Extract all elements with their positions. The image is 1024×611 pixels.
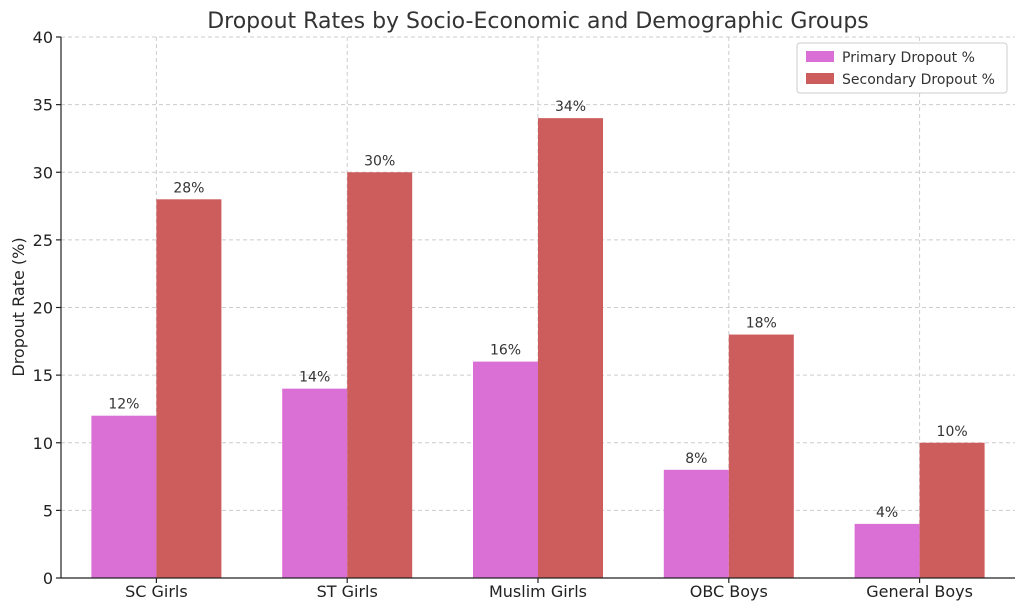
y-tick-label: 25: [33, 231, 53, 250]
bar-secondary: [538, 118, 603, 579]
data-label: 30%: [364, 153, 395, 169]
x-tick-label: Muslim Girls: [489, 582, 587, 601]
x-tick-label: ST Girls: [317, 582, 378, 601]
data-labels-layer: 12% 14% 16% 8% 4% 28% 30% 34% 18% 10%: [108, 99, 967, 521]
data-label: 8%: [685, 451, 707, 467]
bar-primary: [282, 388, 348, 578]
y-tick-label: 0: [43, 569, 53, 588]
bars-layer: [91, 118, 985, 579]
y-tick-label: 10: [33, 434, 53, 453]
legend-box: [796, 42, 1008, 94]
x-tick-label: SC Girls: [125, 582, 188, 601]
y-tick-label: 30: [33, 163, 53, 182]
y-tick-label: 40: [33, 28, 53, 47]
chart-title: Dropout Rates by Socio-Economic and Demo…: [207, 9, 869, 34]
bar-secondary: [347, 172, 413, 578]
axes-layer: 0 5 10 15 20 25 30 35 40 SC Girls ST Girls Muslim G…: [33, 28, 1015, 601]
data-label: 18%: [746, 316, 777, 332]
y-tick-label: 20: [33, 299, 53, 318]
bar-secondary: [919, 442, 985, 578]
bar-secondary: [156, 199, 222, 579]
legend-swatch: [806, 51, 834, 62]
x-tick-label: OBC Boys: [690, 582, 768, 601]
legend-label: Primary Dropout %: [842, 50, 975, 66]
y-tick-label: 5: [43, 501, 53, 520]
data-label: 34%: [555, 99, 586, 115]
bar-primary: [854, 523, 920, 578]
data-label: 4%: [876, 505, 898, 521]
y-tick-label: 15: [33, 366, 53, 385]
data-label: 10%: [937, 424, 968, 440]
bar-secondary: [728, 334, 794, 578]
data-label: 14%: [299, 370, 330, 386]
y-axis-label: Dropout Rate (%): [9, 237, 28, 376]
bar-primary: [91, 415, 157, 578]
y-tick-label: 35: [33, 96, 53, 115]
legend-swatch: [806, 73, 834, 84]
data-label: 28%: [173, 180, 204, 196]
x-tick-label: General Boys: [866, 582, 973, 601]
data-label: 12%: [108, 397, 139, 413]
data-label: 16%: [490, 343, 521, 359]
bar-primary: [473, 361, 538, 578]
bar-primary: [663, 469, 729, 578]
legend: Primary Dropout % Secondary Dropout %: [796, 42, 1008, 94]
legend-label: Secondary Dropout %: [842, 72, 995, 88]
